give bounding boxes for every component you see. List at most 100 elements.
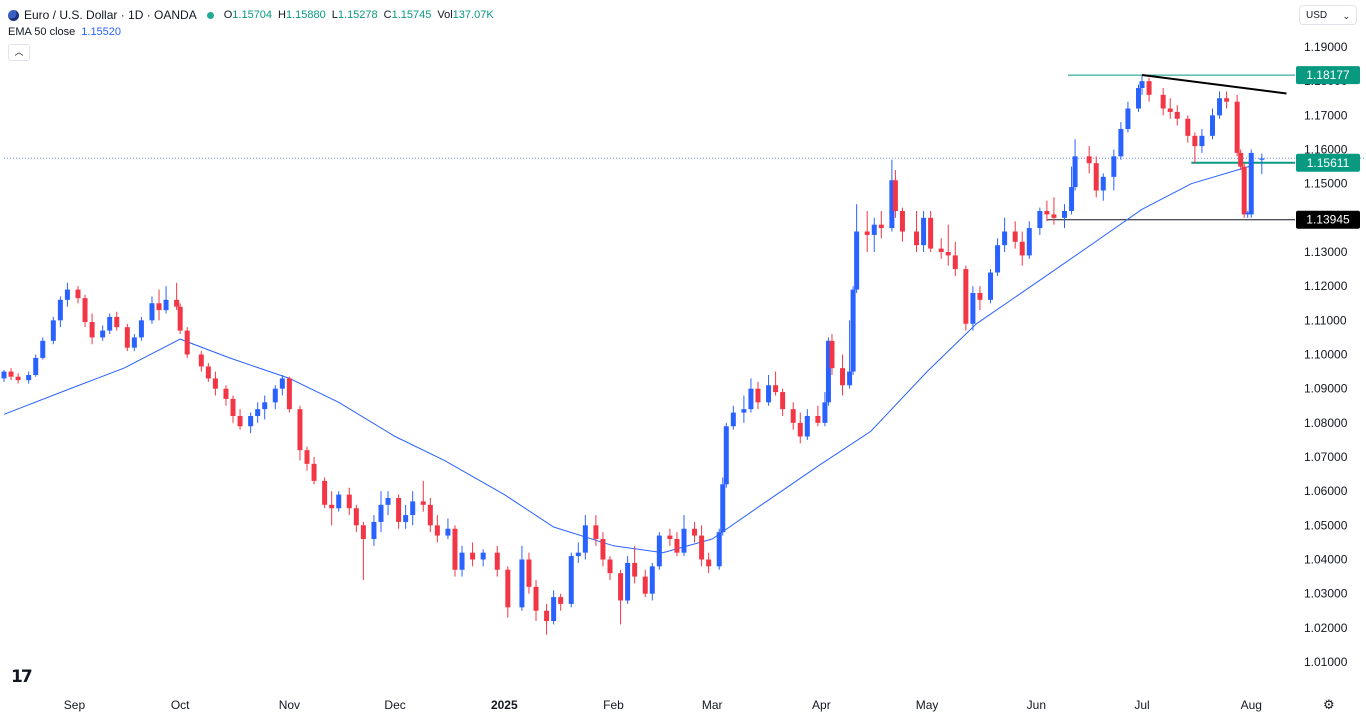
candle-body[interactable]	[667, 535, 673, 539]
candle-body[interactable]	[519, 559, 525, 608]
candle-body[interactable]	[995, 245, 1001, 273]
candle-body[interactable]	[279, 378, 285, 389]
candle-body[interactable]	[618, 573, 624, 601]
candle-body[interactable]	[1160, 94, 1166, 109]
candle-body[interactable]	[706, 559, 712, 567]
candle-body[interactable]	[459, 552, 465, 570]
candle-body[interactable]	[420, 501, 426, 505]
candle-body[interactable]	[177, 306, 183, 331]
candle-body[interactable]	[730, 412, 736, 427]
candle-body[interactable]	[1167, 108, 1173, 112]
candle-body[interactable]	[131, 337, 137, 348]
candle-body[interactable]	[952, 255, 958, 270]
currency-select[interactable]: USD ⌄	[1299, 5, 1357, 25]
candle-body[interactable]	[100, 330, 106, 338]
candle-body[interactable]	[1086, 156, 1092, 164]
candle-body[interactable]	[558, 597, 564, 604]
candle-body[interactable]	[470, 552, 476, 560]
candle-body[interactable]	[286, 378, 292, 410]
candle-body[interactable]	[8, 371, 14, 377]
candle-body[interactable]	[533, 586, 539, 611]
candle-body[interactable]	[1248, 152, 1254, 215]
candle-body[interactable]	[360, 525, 366, 539]
candle-body[interactable]	[174, 299, 180, 307]
candle-body[interactable]	[15, 376, 21, 381]
candle-body[interactable]	[1185, 118, 1191, 136]
candle-body[interactable]	[371, 521, 377, 539]
candle-body[interactable]	[1, 371, 7, 379]
ema-legend[interactable]: EMA 50 close 1.15520	[8, 26, 121, 38]
candle-body[interactable]	[600, 539, 606, 560]
candle-body[interactable]	[1174, 111, 1180, 119]
candle-body[interactable]	[938, 248, 944, 252]
candle-body[interactable]	[575, 552, 581, 557]
candle-body[interactable]	[568, 556, 574, 604]
candle-body[interactable]	[1069, 187, 1075, 211]
candle-body[interactable]	[297, 409, 303, 451]
candle-body[interactable]	[804, 416, 810, 437]
tradingview-logo-icon[interactable]: 17	[11, 667, 33, 687]
candle-body[interactable]	[156, 303, 162, 311]
candle-body[interactable]	[1012, 231, 1018, 242]
candle-body[interactable]	[889, 180, 895, 229]
candle-body[interactable]	[1026, 228, 1032, 256]
candle-body[interactable]	[1217, 98, 1223, 116]
candle-body[interactable]	[780, 392, 786, 410]
candle-body[interactable]	[1062, 211, 1068, 218]
candle-body[interactable]	[741, 409, 747, 413]
candle-body[interactable]	[505, 569, 511, 608]
candle-body[interactable]	[766, 385, 772, 403]
candle-body[interactable]	[681, 528, 687, 553]
candle-body[interactable]	[57, 299, 63, 321]
candle-body[interactable]	[329, 504, 335, 509]
candle-body[interactable]	[871, 224, 877, 235]
candle-body[interactable]	[1259, 158, 1265, 160]
candle-body[interactable]	[773, 385, 779, 393]
candle-body[interactable]	[674, 539, 680, 553]
candle-body[interactable]	[33, 357, 39, 375]
candle-body[interactable]	[205, 366, 211, 379]
candle-body[interactable]	[480, 552, 486, 560]
candle-body[interactable]	[692, 528, 698, 536]
candle-body[interactable]	[829, 340, 835, 369]
candle-body[interactable]	[255, 409, 261, 416]
candle-body[interactable]	[840, 368, 846, 386]
candle-body[interactable]	[892, 180, 898, 211]
candle-body[interactable]	[346, 494, 352, 509]
candle-body[interactable]	[138, 320, 144, 338]
candle-body[interactable]	[163, 299, 169, 311]
candle-body[interactable]	[1037, 211, 1043, 229]
candle-body[interactable]	[1125, 108, 1131, 130]
candle-body[interactable]	[914, 231, 920, 246]
candle-body[interactable]	[1072, 156, 1078, 188]
candle-body[interactable]	[230, 398, 236, 416]
candle-body[interactable]	[656, 535, 662, 567]
candle-body[interactable]	[716, 532, 722, 567]
candle-body[interactable]	[410, 501, 416, 516]
candle-body[interactable]	[434, 525, 440, 536]
gear-icon[interactable]: ⚙	[1323, 697, 1335, 712]
candle-body[interactable]	[304, 450, 310, 464]
candle-body[interactable]	[124, 327, 130, 348]
candle-body[interactable]	[311, 463, 317, 481]
candle-body[interactable]	[1199, 135, 1205, 147]
candle-body[interactable]	[1241, 166, 1247, 215]
candle-body[interactable]	[272, 388, 278, 403]
candle-body[interactable]	[649, 566, 655, 594]
candle-body[interactable]	[452, 528, 458, 570]
candle-body[interactable]	[748, 388, 754, 410]
candle-body[interactable]	[378, 504, 384, 522]
candle-body[interactable]	[445, 528, 451, 536]
candle-body[interactable]	[723, 426, 729, 485]
candle-body[interactable]	[1245, 212, 1251, 215]
candle-body[interactable]	[642, 576, 648, 594]
candle-body[interactable]	[921, 217, 927, 246]
symbol-title[interactable]: Euro / U.S. Dollar · 1D · OANDA	[24, 8, 197, 22]
candle-body[interactable]	[1019, 241, 1025, 256]
candle-body[interactable]	[854, 231, 860, 290]
candle-body[interactable]	[864, 231, 870, 235]
candle-body[interactable]	[396, 498, 402, 522]
ema-50-line[interactable]	[3, 165, 1252, 554]
candle-body[interactable]	[40, 340, 46, 358]
